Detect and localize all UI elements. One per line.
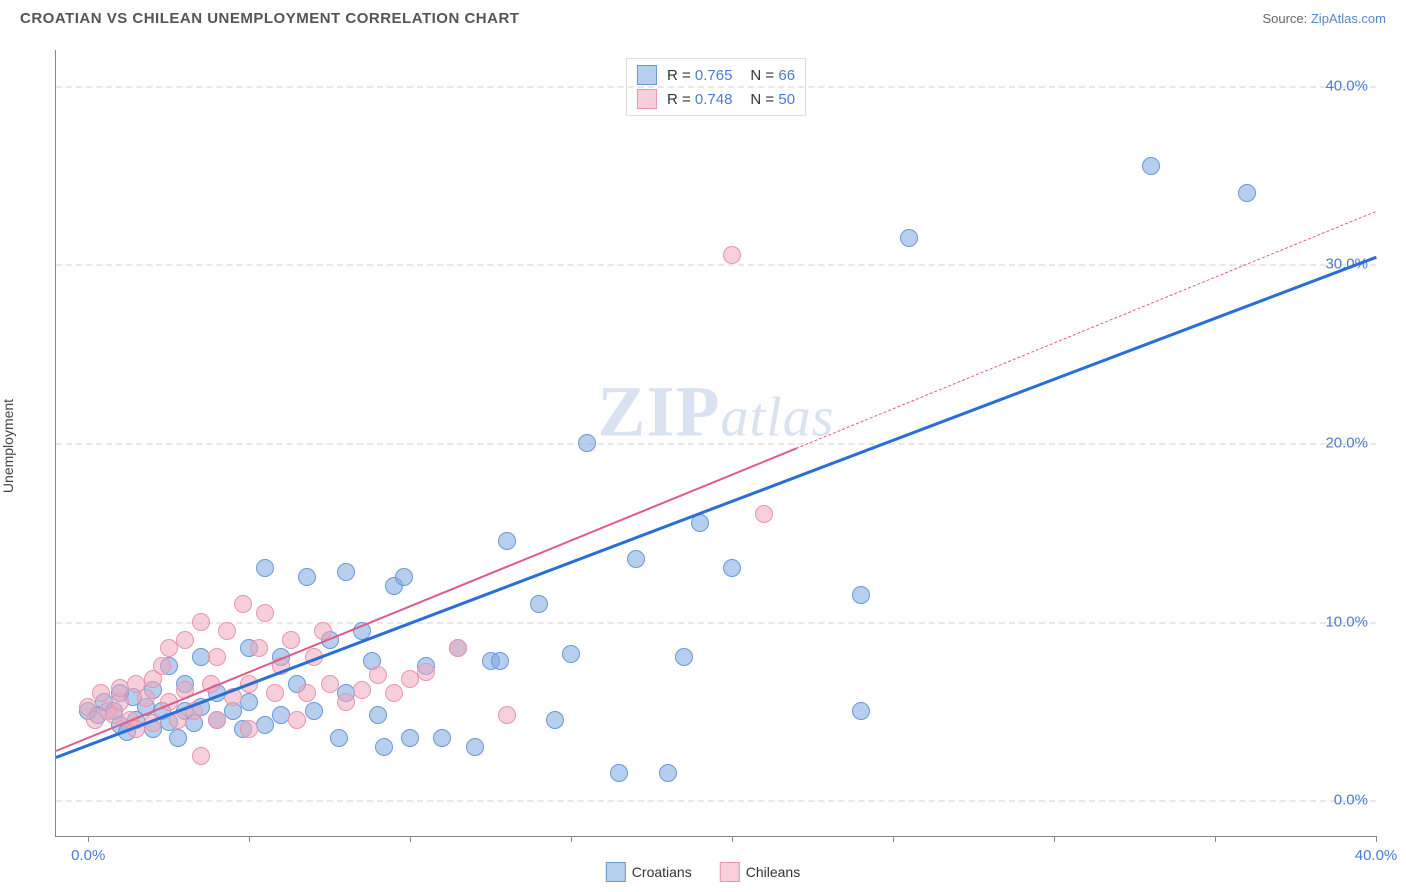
data-point bbox=[449, 639, 467, 657]
data-point bbox=[250, 639, 268, 657]
data-point bbox=[723, 559, 741, 577]
trend-line bbox=[55, 256, 1376, 759]
data-point bbox=[160, 639, 178, 657]
watermark: ZIPatlas bbox=[598, 370, 835, 453]
data-point bbox=[298, 568, 316, 586]
data-point bbox=[562, 645, 580, 663]
data-point bbox=[491, 652, 509, 670]
data-point bbox=[256, 716, 274, 734]
data-point bbox=[266, 684, 284, 702]
y-tick-label: 20.0% bbox=[1325, 435, 1368, 452]
stats-row: R = 0.748N = 50 bbox=[637, 87, 795, 111]
x-tick-label: 40.0% bbox=[1355, 847, 1398, 864]
data-point bbox=[208, 648, 226, 666]
stats-row: R = 0.765N = 66 bbox=[637, 63, 795, 87]
data-point bbox=[330, 729, 348, 747]
data-point bbox=[218, 622, 236, 640]
data-point bbox=[282, 631, 300, 649]
data-point bbox=[385, 684, 403, 702]
data-point bbox=[288, 711, 306, 729]
data-point bbox=[369, 666, 387, 684]
y-tick-label: 40.0% bbox=[1325, 77, 1368, 94]
data-point bbox=[234, 595, 252, 613]
data-point bbox=[208, 711, 226, 729]
data-point bbox=[755, 505, 773, 523]
data-point bbox=[298, 684, 316, 702]
legend-item: Croatians bbox=[606, 862, 692, 882]
data-point bbox=[852, 586, 870, 604]
data-point bbox=[375, 738, 393, 756]
data-point bbox=[176, 631, 194, 649]
plot-area: ZIPatlas R = 0.765N = 66R = 0.748N = 50 … bbox=[55, 50, 1376, 837]
data-point bbox=[395, 568, 413, 586]
y-axis-label: Unemployment bbox=[0, 399, 16, 493]
data-point bbox=[92, 684, 110, 702]
y-tick-label: 10.0% bbox=[1325, 613, 1368, 630]
chart-title: CROATIAN VS CHILEAN UNEMPLOYMENT CORRELA… bbox=[20, 10, 519, 27]
series-legend: Croatians Chileans bbox=[606, 862, 800, 882]
data-point bbox=[401, 729, 419, 747]
data-point bbox=[369, 706, 387, 724]
data-point bbox=[1142, 157, 1160, 175]
y-tick-label: 0.0% bbox=[1334, 792, 1368, 809]
data-point bbox=[675, 648, 693, 666]
data-point bbox=[192, 747, 210, 765]
data-point bbox=[466, 738, 484, 756]
data-point bbox=[498, 532, 516, 550]
data-point bbox=[627, 550, 645, 568]
data-point bbox=[169, 729, 187, 747]
data-point bbox=[321, 675, 339, 693]
data-point bbox=[900, 229, 918, 247]
data-point bbox=[498, 706, 516, 724]
data-point bbox=[1238, 184, 1256, 202]
data-point bbox=[337, 693, 355, 711]
data-point bbox=[337, 563, 355, 581]
data-point bbox=[546, 711, 564, 729]
data-point bbox=[240, 720, 258, 738]
legend-item: Chileans bbox=[720, 862, 800, 882]
data-point bbox=[610, 764, 628, 782]
data-point bbox=[305, 702, 323, 720]
data-point bbox=[723, 246, 741, 264]
data-point bbox=[137, 689, 155, 707]
data-point bbox=[659, 764, 677, 782]
trend-line bbox=[56, 448, 797, 752]
data-point bbox=[353, 681, 371, 699]
data-point bbox=[153, 657, 171, 675]
data-point bbox=[578, 434, 596, 452]
data-point bbox=[240, 693, 258, 711]
x-tick-label: 0.0% bbox=[71, 847, 105, 864]
trend-line bbox=[796, 211, 1376, 449]
data-point bbox=[256, 559, 274, 577]
data-point bbox=[192, 613, 210, 631]
source-label: Source: ZipAtlas.com bbox=[1262, 11, 1386, 26]
data-point bbox=[256, 604, 274, 622]
data-point bbox=[852, 702, 870, 720]
data-point bbox=[530, 595, 548, 613]
data-point bbox=[417, 663, 435, 681]
data-point bbox=[433, 729, 451, 747]
